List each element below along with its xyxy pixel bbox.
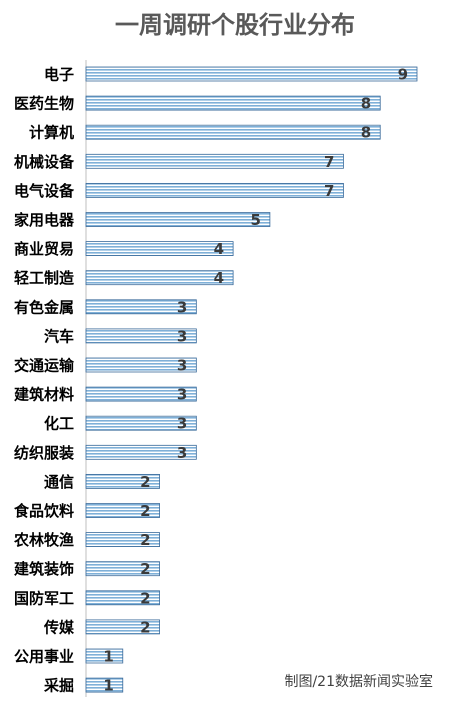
value-label: 2	[140, 531, 150, 549]
category-label: 轻工制造	[14, 269, 74, 287]
bar	[85, 299, 197, 315]
source-note: 制图/21数据新闻实验室	[284, 673, 433, 690]
value-label: 3	[177, 357, 187, 375]
category-label: 商业贸易	[14, 240, 74, 258]
bar	[85, 153, 344, 169]
category-label: 电气设备	[14, 182, 75, 200]
value-label: 8	[361, 95, 371, 113]
value-label: 7	[324, 153, 334, 171]
value-label: 2	[140, 560, 150, 578]
bar	[85, 473, 160, 489]
value-label: 8	[361, 124, 371, 142]
category-label: 传媒	[43, 618, 75, 636]
value-label: 2	[140, 589, 150, 607]
category-label: 建筑装饰	[14, 560, 74, 578]
bar	[85, 357, 197, 373]
bar	[85, 66, 418, 82]
chart-title: 一周调研个股行业分布	[115, 11, 355, 39]
value-label: 3	[177, 298, 187, 316]
value-label: 7	[324, 182, 334, 200]
category-label: 机械设备	[14, 153, 75, 171]
bar	[85, 415, 197, 431]
category-label: 医药生物	[14, 95, 74, 113]
bar	[85, 241, 234, 257]
category-label: 采掘	[43, 677, 74, 695]
category-label: 汽车	[44, 327, 74, 345]
value-label: 5	[250, 211, 260, 229]
category-label: 电子	[44, 66, 74, 84]
value-label: 2	[140, 618, 150, 636]
bar	[85, 95, 381, 111]
value-label: 3	[177, 386, 187, 404]
bar	[85, 503, 160, 518]
bar	[85, 561, 160, 577]
bar-group: 电子 9 医药生物 8 计算机 8 机械设备 7 电气设备 7 家用电器 5 商业贸易 4 轻工制造 4 有色金…	[13, 66, 418, 695]
value-label: 4	[214, 269, 224, 287]
category-label: 纺织服装	[14, 444, 75, 462]
bar	[85, 386, 197, 402]
value-label: 4	[214, 240, 224, 258]
category-label: 建筑材料	[14, 386, 74, 404]
category-label: 有色金属	[14, 298, 74, 316]
bar	[85, 212, 271, 227]
category-label: 公用事业	[14, 648, 74, 666]
bar	[85, 328, 197, 344]
category-label: 国防军工	[14, 589, 74, 607]
bar	[85, 619, 160, 635]
value-label: 3	[177, 415, 187, 433]
bar	[85, 532, 160, 547]
category-label: 食品饮料	[14, 502, 74, 520]
bar	[85, 648, 124, 664]
value-label: 1	[103, 648, 113, 666]
category-label: 家用电器	[14, 211, 75, 229]
bar	[85, 270, 234, 286]
value-label: 3	[177, 327, 187, 345]
bar	[85, 182, 344, 198]
category-label: 交通运输	[14, 357, 75, 375]
category-label: 农林牧渔	[13, 531, 74, 549]
category-label: 计算机	[29, 124, 74, 142]
bar	[85, 124, 381, 140]
value-label: 3	[177, 444, 187, 462]
category-label: 化工	[44, 415, 74, 433]
value-label: 1	[103, 677, 113, 695]
bar	[85, 444, 197, 460]
bar	[85, 677, 124, 693]
value-label: 2	[140, 502, 150, 520]
value-label: 2	[140, 473, 150, 491]
value-label: 9	[398, 66, 408, 84]
bar	[85, 590, 160, 606]
category-label: 通信	[44, 473, 74, 491]
